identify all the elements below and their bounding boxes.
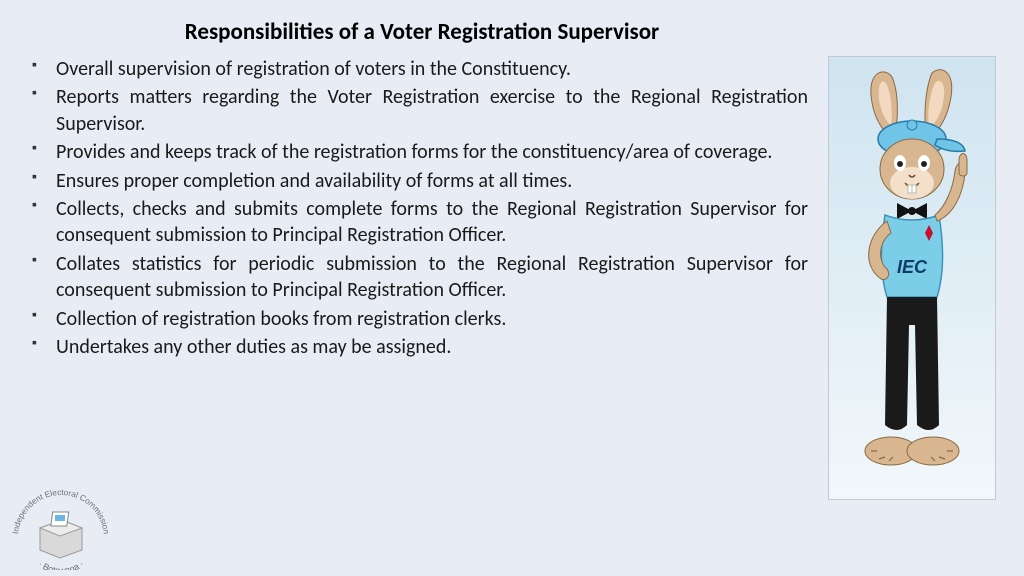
slide-title: Responsibilities of a Voter Registration… — [28, 18, 996, 46]
mascot-shirt-label: IEC — [897, 257, 928, 277]
svg-text:· Botswana ·: · Botswana · — [36, 559, 85, 570]
logo-text-bottom: · Botswana · — [36, 559, 85, 570]
bullet-item: Collects, checks and submits complete fo… — [56, 196, 808, 249]
bullet-item: Collates statistics for periodic submiss… — [56, 251, 808, 304]
bullet-list: Overall supervision of registration of v… — [28, 56, 812, 500]
slide: Responsibilities of a Voter Registration… — [0, 0, 1024, 576]
bullet-item: Reports matters regarding the Voter Regi… — [56, 84, 808, 137]
content-area: Overall supervision of registration of v… — [28, 56, 996, 500]
bullet-item: Ensures proper completion and availabili… — [56, 168, 808, 194]
bullet-item: Overall supervision of registration of v… — [56, 56, 808, 82]
bullet-item: Undertakes any other duties as may be as… — [56, 334, 808, 360]
bullet-item: Provides and keeps track of the registra… — [56, 139, 808, 165]
iec-logo-icon: Independent Electoral Commission · Botsw… — [6, 480, 116, 570]
mascot-panel: IEC — [828, 56, 996, 500]
bullet-item: Collection of registration books from re… — [56, 306, 808, 332]
rabbit-mascot-icon: IEC — [837, 65, 987, 485]
